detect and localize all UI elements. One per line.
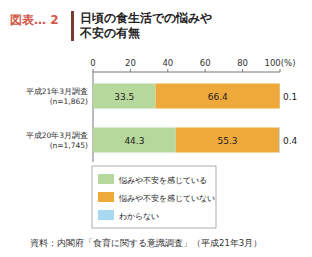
title-line: 不安の有無 bbox=[79, 26, 140, 40]
figure-label: 図表… 2 bbox=[10, 13, 59, 27]
data-labels: 33.5 66.4 0.1 44.3 55.3 0.4 bbox=[114, 92, 297, 146]
data-label: 33.5 bbox=[114, 92, 134, 102]
title-bar bbox=[71, 11, 74, 41]
x-tick bbox=[205, 69, 206, 72]
x-tick-label: 80 bbox=[237, 58, 248, 68]
bar-segment bbox=[156, 84, 280, 109]
category-line: 平成20年3月調査 bbox=[26, 131, 88, 140]
category-line: (n=1,862) bbox=[50, 97, 88, 106]
bar-segment bbox=[176, 128, 279, 153]
x-tick-label: 20 bbox=[125, 58, 136, 68]
bar-segment bbox=[279, 84, 280, 109]
x-tick-label: 40 bbox=[162, 58, 173, 68]
data-label: 0.4 bbox=[283, 136, 298, 146]
x-tick bbox=[242, 69, 243, 72]
legend-swatch bbox=[98, 192, 114, 202]
x-tick-label: 100(%) bbox=[265, 58, 296, 68]
background bbox=[0, 0, 312, 257]
legend-swatch bbox=[98, 210, 114, 220]
data-label: 55.3 bbox=[218, 136, 238, 146]
category-label: 平成20年3月調査(n=1,745) bbox=[26, 131, 88, 150]
title-line: 日頃の食生活での悩みや bbox=[80, 11, 212, 25]
x-tick bbox=[130, 69, 131, 72]
x-tick-label: 0 bbox=[90, 58, 95, 68]
category-line: 平成21年3月調査 bbox=[26, 87, 88, 96]
bar-segment bbox=[93, 128, 176, 153]
source: 資料：内閣府「食育に関する意識調査」（平成21年3月） bbox=[30, 238, 262, 248]
legend-label: 悩みや不安を感じている bbox=[118, 176, 207, 185]
category-line: (n=1,745) bbox=[50, 141, 88, 150]
x-tick bbox=[167, 69, 168, 72]
chart: 図表… 2 日頃の食生活での悩みや不安の有無 0 20 40 60 80 100(%) 33.5… bbox=[0, 0, 312, 257]
data-label: 0.1 bbox=[283, 92, 297, 102]
x-tick bbox=[280, 69, 281, 72]
x-tick-label: 60 bbox=[200, 58, 211, 68]
data-label: 66.4 bbox=[208, 92, 228, 102]
legend-label: わからない bbox=[119, 212, 159, 221]
data-label: 44.3 bbox=[124, 136, 144, 146]
bars bbox=[93, 84, 280, 153]
bar-segment bbox=[93, 84, 156, 109]
legend-box bbox=[92, 166, 216, 228]
legend-swatch bbox=[98, 174, 114, 184]
legend-label: 悩みや不安を感じていない bbox=[118, 194, 215, 203]
bar-segment bbox=[279, 128, 280, 153]
x-axis bbox=[93, 72, 280, 73]
x-tick bbox=[93, 69, 94, 72]
category-label: 平成21年3月調査(n=1,862) bbox=[26, 87, 88, 106]
title: 日頃の食生活での悩みや不安の有無 bbox=[79, 11, 212, 40]
